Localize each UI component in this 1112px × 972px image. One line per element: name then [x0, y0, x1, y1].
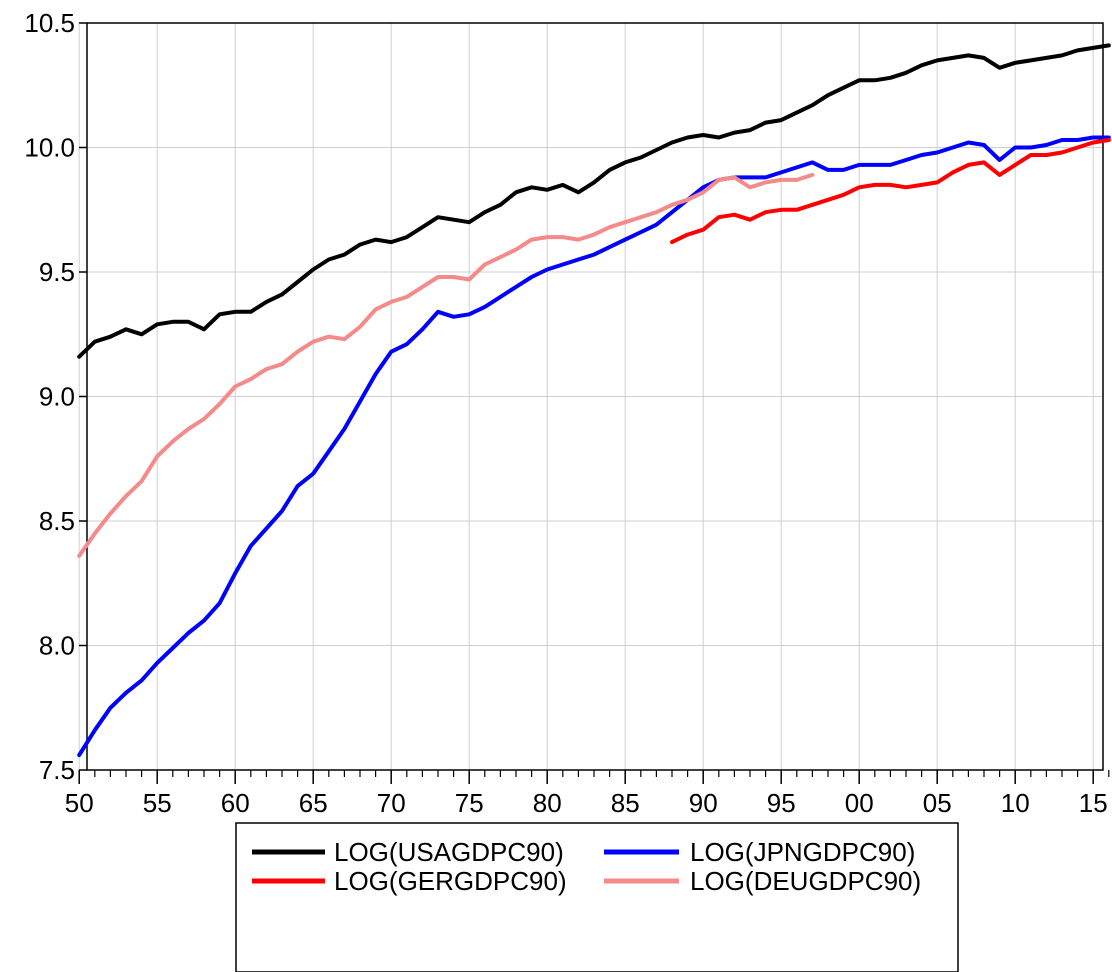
x-tick-label: 85 [611, 788, 640, 818]
x-tick-label: 70 [377, 788, 406, 818]
legend-label-jpn: LOG(JPNGDPC90) [690, 837, 915, 867]
y-tick-label: 9.0 [39, 382, 75, 412]
legend-box [235, 822, 959, 972]
x-tick-label: 10 [1001, 788, 1030, 818]
x-tick-label: 80 [533, 788, 562, 818]
y-axis: 7.5 8.0 8.5 9.0 9.5 10.0 10.5 [24, 8, 87, 785]
series-line-ger [670, 138, 1111, 245]
x-tick-label: 75 [455, 788, 484, 818]
legend-label-deu: LOG(DEUGDPC90) [690, 866, 921, 896]
series-line-jpn [77, 135, 1111, 758]
legend-label-ger: LOG(GERGDPC90) [334, 866, 567, 896]
x-tick-label: 15 [1079, 788, 1108, 818]
series-line-deu [77, 172, 815, 558]
x-tick-label: 65 [299, 788, 328, 818]
x-tick-label: 05 [923, 788, 952, 818]
x-axis: 50 55 60 65 70 75 80 85 90 95 00 05 10 15 [65, 770, 1110, 818]
y-tick-label: 7.5 [39, 755, 75, 785]
x-tick-label: 60 [221, 788, 250, 818]
x-tick-label: 90 [689, 788, 718, 818]
x-tick-label: 55 [143, 788, 172, 818]
y-tick-label: 10.5 [24, 8, 75, 38]
y-tick-label: 10.0 [24, 133, 75, 163]
x-tick-label: 50 [65, 788, 94, 818]
series-lines [77, 43, 1111, 758]
legend: LOG(USAGDPC90) LOG(JPNGDPC90) LOG(GERGDP… [235, 822, 959, 972]
x-tick-label: 00 [845, 788, 874, 818]
gridlines [78, 23, 1103, 770]
legend-label-usa: LOG(USAGDPC90) [334, 837, 564, 867]
x-tick-label: 95 [767, 788, 796, 818]
y-tick-label: 8.5 [39, 506, 75, 536]
y-tick-label: 9.5 [39, 257, 75, 287]
y-tick-label: 8.0 [39, 631, 75, 661]
series-line-usa [77, 43, 1111, 359]
